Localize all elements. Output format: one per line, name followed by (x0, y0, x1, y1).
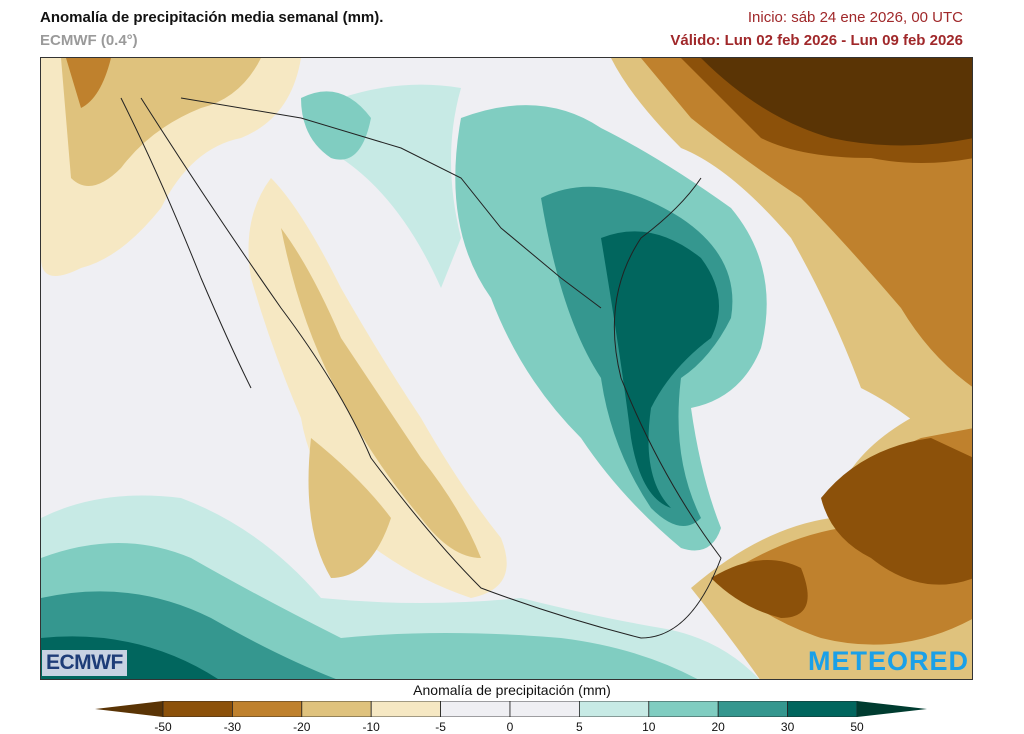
ecmwf-logo: ECMWF (42, 650, 127, 676)
colorbar-tick-label: -5 (435, 720, 446, 734)
anomaly-field (41, 58, 972, 679)
init-time: Inicio: sáb 24 ene 2026, 00 UTC (747, 9, 963, 26)
colorbar-arrow-low (95, 701, 163, 717)
colorbar-tick-label: -10 (362, 720, 380, 734)
colorbar-segment (787, 701, 858, 717)
valid-period: Válido: Lun 02 feb 2026 - Lun 09 feb 202… (670, 32, 963, 49)
colorbar-segment (578, 701, 650, 717)
map-title: Anomalía de precipitación media semanal … (40, 9, 384, 26)
coastline (120, 97, 722, 639)
colorbar-tick-label: 50 (850, 720, 864, 734)
colorbar-arrow-high (857, 701, 927, 717)
colorbar-segment (440, 701, 511, 717)
colorbar-segment (717, 701, 789, 717)
colorbar-tick-label: 20 (711, 720, 725, 734)
meteored-logo: METEORED (807, 646, 969, 676)
model-label: ECMWF (0.4°) (40, 32, 138, 49)
colorbar-tick-label: 0 (506, 720, 514, 734)
precipitation-anomaly-map: ECMWF METEORED (40, 57, 973, 680)
colorbar-tick-label: 30 (780, 720, 795, 734)
colorbar-tick-label: -20 (293, 720, 311, 734)
colorbar-tick-label: 5 (576, 720, 583, 734)
colorbar-segment (162, 701, 233, 717)
colorbar-tick-label: -50 (154, 720, 172, 734)
colorbar-tick-label: -30 (223, 720, 242, 734)
colorbar-segment (301, 701, 372, 717)
colorbar-segment (648, 701, 719, 717)
colorbar (95, 701, 927, 717)
colorbar-segment (231, 701, 303, 717)
colorbar-title: Anomalía de precipitación (mm) (413, 682, 611, 698)
colorbar-tick-label: 10 (642, 720, 656, 734)
border-line (180, 97, 602, 309)
colorbar-segment (370, 701, 442, 717)
colorbar-segment (509, 701, 580, 717)
